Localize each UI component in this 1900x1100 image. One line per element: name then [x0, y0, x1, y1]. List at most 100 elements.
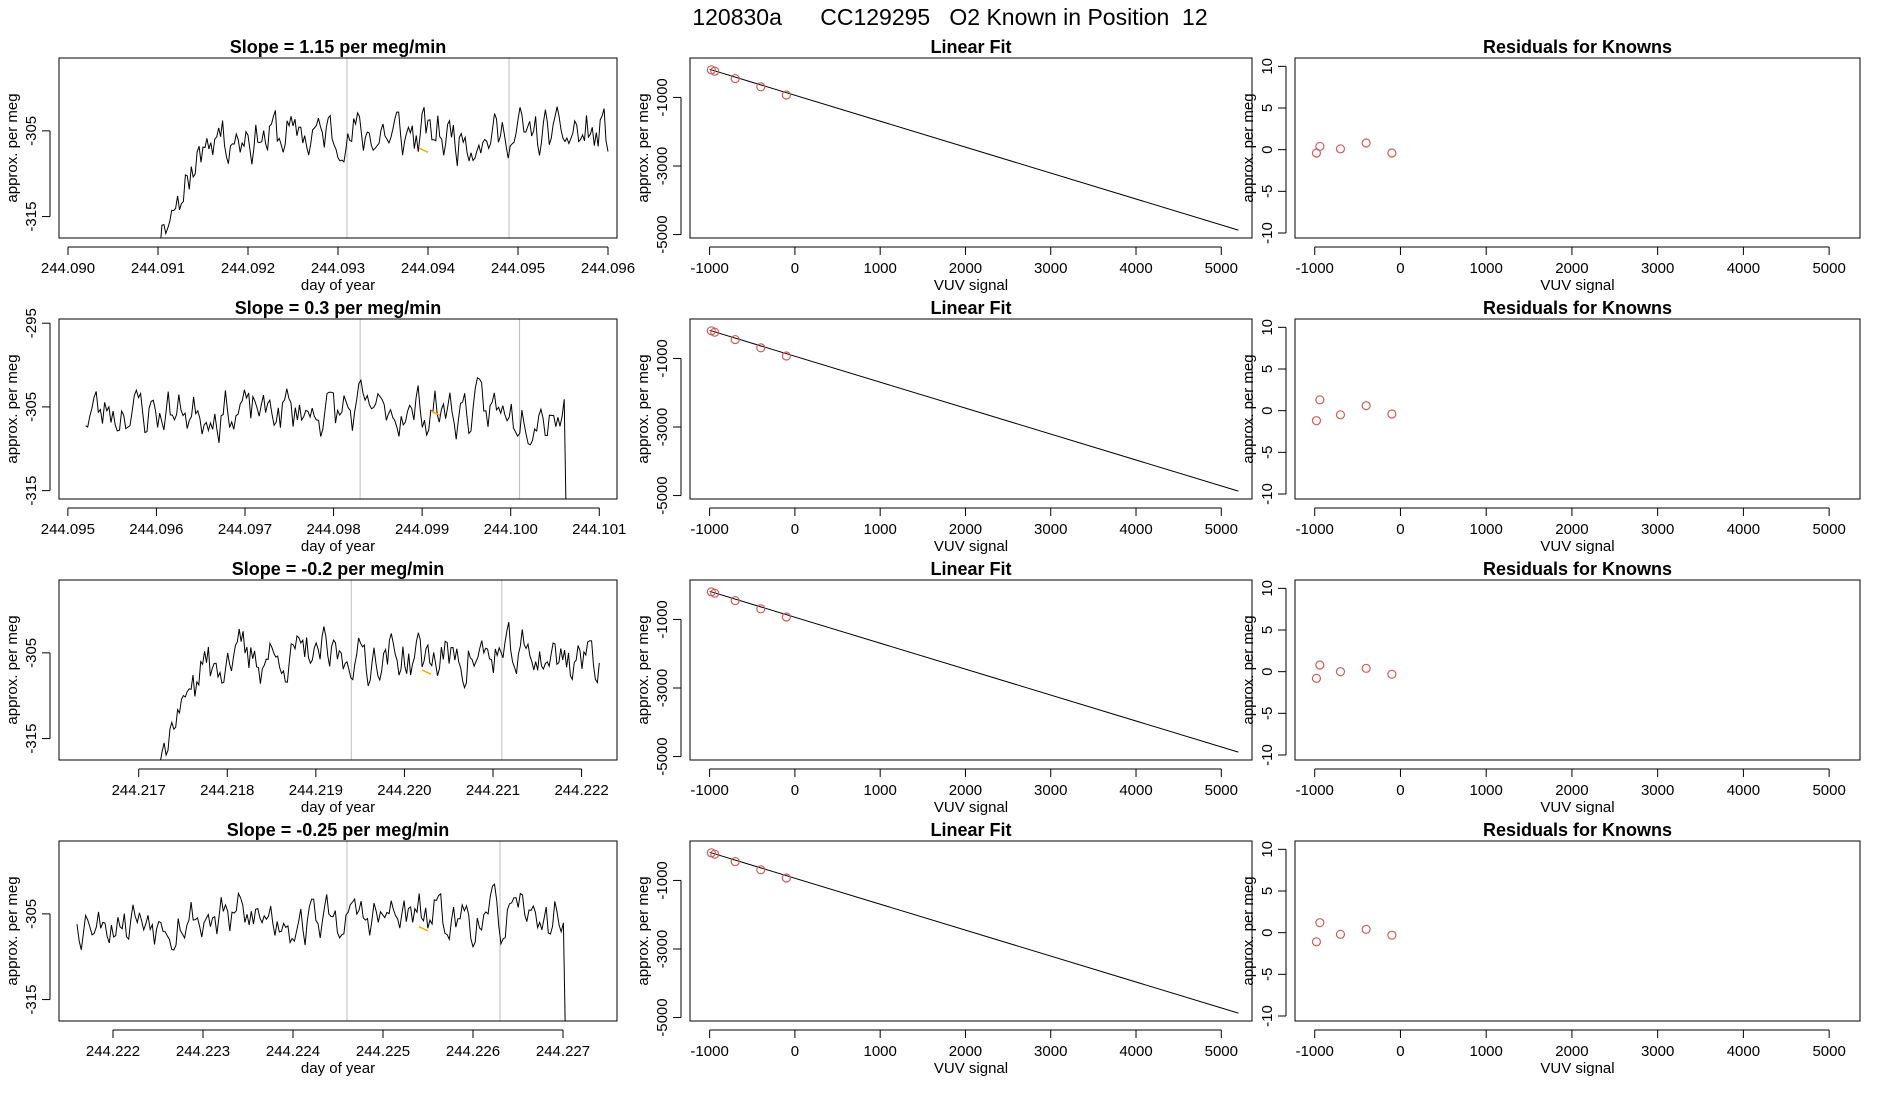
x-tick-label: 3000	[1641, 1043, 1674, 1060]
highlight-segment	[421, 669, 432, 675]
y-tick-label: -305	[23, 392, 40, 422]
plot-area	[1311, 395, 1397, 426]
x-tick-label: 244.095	[41, 521, 95, 538]
x-tick-label: 5000	[1812, 521, 1845, 538]
y-tick-label: -305	[23, 899, 40, 929]
y-tick-label: 10	[1259, 319, 1276, 336]
x-tick-label: 2000	[949, 260, 982, 277]
x-tick-label: 244.219	[289, 782, 343, 799]
x-tick-label: 244.222	[86, 1043, 140, 1060]
x-tick-label: 5000	[1205, 1043, 1238, 1060]
y-axis-label: approx. per meg	[4, 354, 21, 463]
x-tick-label: 0	[1396, 260, 1404, 277]
x-tick-label: 2000	[949, 782, 982, 799]
x-tick-label: 0	[1396, 521, 1404, 538]
x-tick-label: 244.220	[377, 782, 431, 799]
data-point	[1311, 937, 1322, 947]
plot-frame	[689, 318, 1253, 500]
plot-frame	[689, 579, 1253, 761]
known-description: O2 Known in Position 12	[949, 4, 1207, 30]
panel-title: Linear Fit	[930, 559, 1011, 579]
data-point	[710, 327, 720, 337]
data-point	[1387, 148, 1397, 158]
y-tick-label: -3000	[654, 930, 671, 968]
x-axis-label: day of year	[301, 277, 375, 294]
x-axis-label: day of year	[301, 538, 375, 555]
x-tick-label: 244.099	[395, 521, 449, 538]
plot-area	[706, 848, 1239, 1014]
x-tick-label: 2000	[1555, 1043, 1588, 1060]
panel-title: Residuals for Knowns	[1483, 559, 1672, 579]
x-axis: -1000 0 1000 2000 3000 4000 5000 VUV signal	[690, 768, 1238, 816]
plot-frame	[58, 579, 618, 761]
data-point	[1315, 141, 1325, 151]
x-tick-label: 244.221	[466, 782, 520, 799]
x-tick-label: 3000	[1034, 1043, 1067, 1060]
plot-area	[85, 319, 567, 499]
figure-title: 120830a CC129295 O2 Known in Position 12	[692, 4, 1207, 30]
x-tick-label: -1000	[690, 521, 728, 538]
x-tick-label: 5000	[1205, 521, 1238, 538]
x-axis-label: VUV signal	[934, 1060, 1008, 1077]
x-axis: -1000 0 1000 2000 3000 4000 5000 VUV signal	[690, 1029, 1238, 1077]
x-tick-label: -1000	[1296, 260, 1334, 277]
highlight-segment	[418, 147, 429, 153]
x-axis-label: day of year	[301, 1060, 375, 1077]
plot-area	[706, 587, 1239, 753]
x-axis-label: VUV signal	[934, 277, 1008, 294]
plot-frame	[1294, 318, 1861, 500]
y-tick-label: -5	[1259, 968, 1276, 981]
x-tick-label: 244.092	[221, 260, 275, 277]
x-tick-label: -1000	[690, 260, 728, 277]
x-tick-label: 244.225	[356, 1043, 410, 1060]
x-axis: 244.217 244.218 244.219 244.220 244.221 244.2…	[112, 768, 609, 816]
data-point	[1335, 929, 1346, 939]
x-tick-label: 3000	[1034, 260, 1067, 277]
data-point	[730, 856, 740, 867]
y-tick-label: -305	[23, 638, 40, 668]
x-tick-label: 0	[791, 782, 799, 799]
x-axis-label: VUV signal	[1540, 538, 1614, 555]
y-axis-label: approx. per meg	[1240, 93, 1257, 202]
y-tick-label: 0	[1259, 928, 1276, 936]
panel-title: Slope = 1.15 per meg/min	[230, 37, 447, 57]
x-tick-label: 244.093	[311, 260, 365, 277]
y-tick-label: -10	[1259, 1005, 1276, 1027]
y-tick-label: -295	[23, 308, 40, 338]
data-point	[781, 612, 791, 622]
data-point	[1335, 144, 1346, 154]
x-tick-label: 244.101	[572, 521, 626, 538]
plot-frame	[1294, 840, 1861, 1022]
plot-frame	[689, 840, 1253, 1022]
x-tick-label: 1000	[863, 260, 896, 277]
plot-frame	[58, 318, 618, 500]
x-axis: 244.222 244.223 244.224 244.225 244.226 244.2…	[86, 1029, 590, 1077]
data-point	[756, 865, 766, 875]
panel-r0-c1: Linear Fit -1000 0 1000 2000 3000 4000 5000 VUV …	[635, 37, 1253, 294]
y-axis-label: approx. per meg	[635, 876, 652, 985]
x-tick-label: -1000	[1296, 1043, 1334, 1060]
signal-trace	[160, 621, 600, 760]
panel-r3-c2: Residuals for Knowns -1000 0 1000 2000 3000 40…	[1240, 820, 1861, 1077]
x-tick-label: 244.223	[176, 1043, 230, 1060]
data-point	[1387, 930, 1397, 940]
x-tick-label: 4000	[1119, 1043, 1152, 1060]
data-point	[1315, 660, 1325, 670]
y-tick-label: -3000	[654, 408, 671, 446]
data-point	[1315, 395, 1325, 405]
data-point	[1361, 924, 1371, 934]
data-point	[730, 73, 740, 84]
x-tick-label: 244.094	[401, 260, 455, 277]
fit-line	[709, 329, 1239, 492]
y-tick-label: -5000	[654, 476, 671, 514]
x-tick-label: 5000	[1205, 260, 1238, 277]
x-tick-label: -1000	[1296, 521, 1334, 538]
x-tick-label: 0	[791, 260, 799, 277]
x-tick-label: 2000	[1555, 521, 1588, 538]
